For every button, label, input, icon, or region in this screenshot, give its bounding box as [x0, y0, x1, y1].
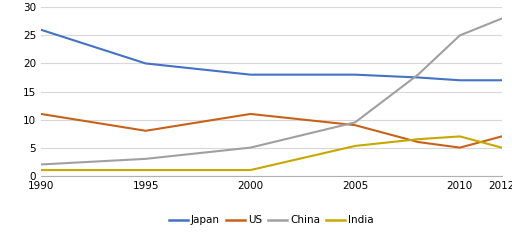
Legend: Japan, US, China, India: Japan, US, China, India	[165, 211, 378, 230]
